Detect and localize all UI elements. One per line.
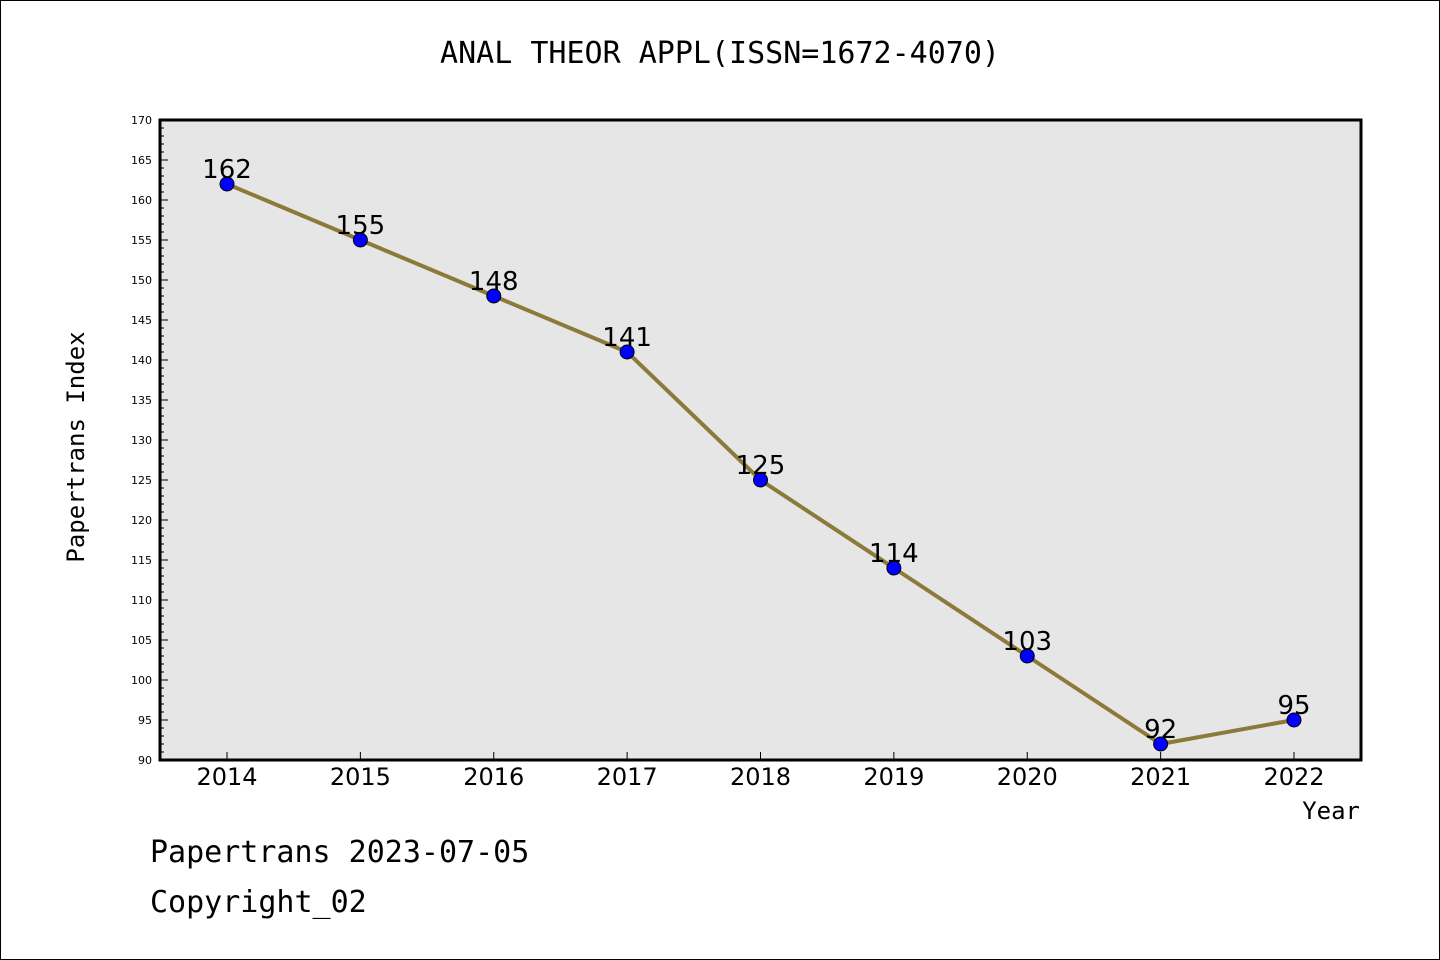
y-tick-label: 140	[131, 354, 152, 367]
data-label: 162	[202, 155, 252, 185]
data-point	[352, 232, 368, 248]
y-axis: 90 95 100 105 110 115 120 125 130 135 140 145 150 155…	[131, 114, 168, 767]
data-point	[1019, 648, 1035, 664]
x-tick-label: 2020	[997, 763, 1058, 791]
data-label: 148	[469, 267, 519, 297]
data-point	[219, 176, 235, 192]
x-tick-label: 2019	[863, 763, 924, 791]
y-tick-label: 120	[131, 514, 152, 527]
data-label: 95	[1277, 691, 1310, 721]
data-label: 155	[336, 211, 386, 241]
chart-title: ANAL THEOR APPL(ISSN=1672-4070)	[440, 36, 1000, 71]
data-point	[1286, 712, 1302, 728]
y-tick-label: 150	[131, 274, 152, 287]
x-tick-label: 2022	[1263, 763, 1324, 791]
y-tick-label: 145	[131, 314, 152, 327]
x-axis: 2014 2015 2016 2017 2018 2019 2020 2021 2022	[196, 752, 1325, 791]
y-tick-label: 90	[138, 754, 152, 767]
x-axis-label: Year	[1302, 797, 1360, 825]
data-point	[753, 472, 768, 488]
data-label: 103	[1002, 627, 1052, 657]
data-point	[619, 344, 635, 360]
y-tick-label: 105	[131, 634, 152, 647]
x-tick-label: 2021	[1130, 763, 1191, 791]
y-tick-label: 170	[131, 114, 152, 127]
data-point	[1153, 736, 1169, 752]
footer-copyright: Copyright_02	[150, 885, 367, 920]
data-point	[486, 288, 502, 304]
y-tick-label: 125	[131, 474, 152, 487]
y-tick-label: 110	[131, 594, 152, 607]
x-tick-label: 2014	[196, 763, 257, 791]
data-point	[886, 560, 902, 576]
footer-date: Papertrans 2023-07-05	[150, 835, 530, 870]
y-tick-label: 160	[131, 194, 152, 207]
x-tick-label: 2017	[597, 763, 658, 791]
data-label: 141	[602, 323, 652, 353]
x-tick-label: 2018	[730, 763, 791, 791]
data-label: 125	[736, 451, 786, 481]
plot-area	[158, 118, 1363, 762]
data-label: 92	[1144, 715, 1177, 745]
y-tick-label: 135	[131, 394, 152, 407]
data-points	[219, 176, 1302, 752]
y-tick-label: 95	[138, 714, 152, 727]
x-tick-label: 2015	[330, 763, 391, 791]
x-tick-label: 2016	[463, 763, 524, 791]
data-labels: 162 155 148 141 125 114 103 92 95	[202, 155, 1310, 745]
y-tick-label: 155	[131, 234, 152, 247]
data-label: 114	[869, 539, 919, 569]
y-tick-label: 100	[131, 674, 152, 687]
y-tick-label: 165	[131, 154, 152, 167]
y-tick-label: 115	[131, 554, 152, 567]
y-tick-label: 130	[131, 434, 152, 447]
